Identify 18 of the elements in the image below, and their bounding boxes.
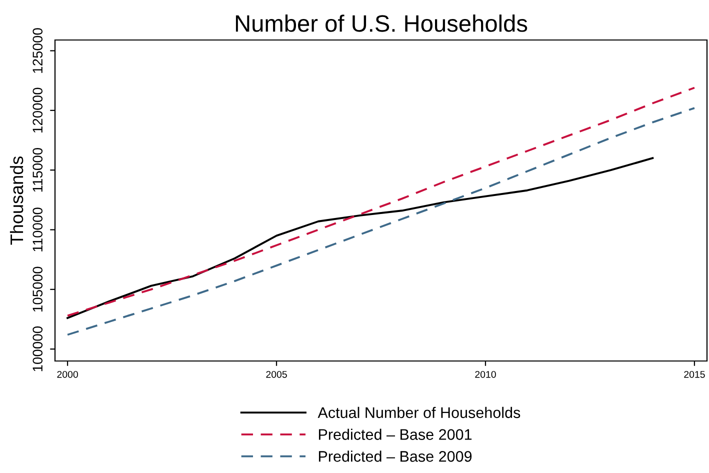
legend-label: Predicted – Base 2001	[318, 428, 472, 440]
y-tick-label: 120000	[32, 88, 43, 133]
legend-label: Actual Number of Households	[318, 406, 520, 418]
x-tick-label: 2015	[684, 370, 705, 378]
y-tick-label: 100000	[32, 326, 43, 372]
y-tick-label: 110000	[32, 208, 43, 252]
x-tick-label: 2010	[475, 370, 496, 378]
legend-label: Predicted – Base 2009	[318, 450, 472, 462]
y-tick-label: 125000	[32, 28, 43, 73]
y-tick-label: 115000	[32, 148, 43, 192]
line-series	[66, 107, 696, 336]
line-series	[66, 157, 654, 320]
x-tick-label: 2000	[57, 370, 78, 378]
chart-title: Number of U.S. Households	[236, 14, 528, 32]
y-axis-title: Thousands	[10, 156, 24, 245]
x-tick-label: 2005	[266, 370, 287, 378]
y-tick-label: 105000	[32, 266, 43, 312]
line-series	[66, 86, 696, 317]
